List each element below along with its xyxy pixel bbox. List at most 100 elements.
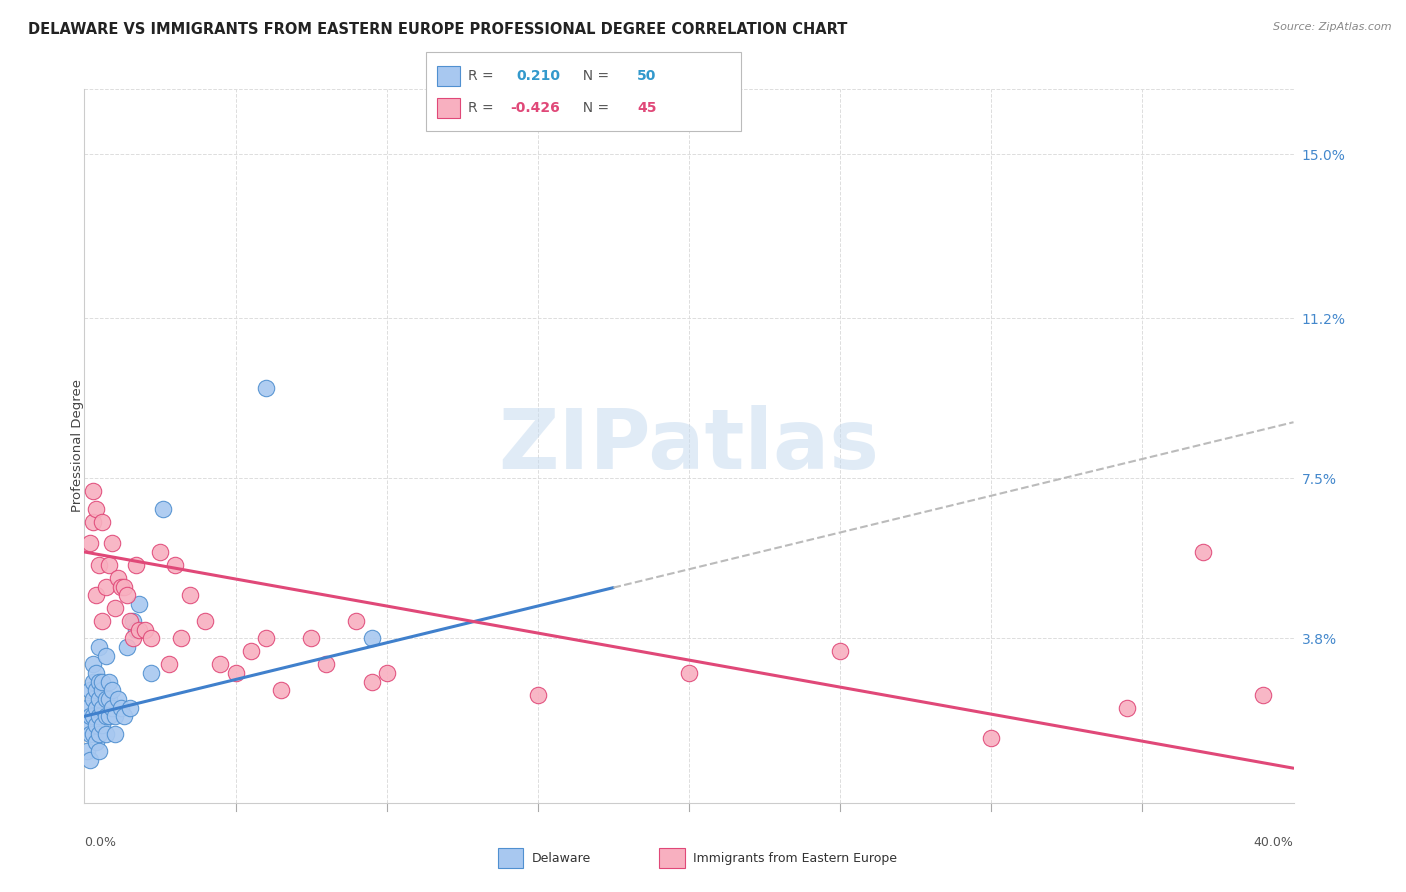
Text: Delaware: Delaware xyxy=(531,852,591,864)
Text: 0.0%: 0.0% xyxy=(84,837,117,849)
Point xyxy=(110,580,132,594)
Text: R =: R = xyxy=(468,70,498,83)
Point xyxy=(97,558,120,572)
Point xyxy=(209,657,232,672)
Point xyxy=(678,666,700,681)
Point xyxy=(165,558,187,572)
Point xyxy=(170,632,193,646)
Point xyxy=(94,648,117,663)
Point xyxy=(94,709,117,723)
Point xyxy=(86,718,108,732)
Text: 0.210: 0.210 xyxy=(516,70,560,83)
Point xyxy=(79,683,101,698)
Point xyxy=(179,588,201,602)
Y-axis label: Professional Degree: Professional Degree xyxy=(70,379,84,513)
Point xyxy=(157,657,180,672)
Point xyxy=(104,601,127,615)
Point xyxy=(91,515,114,529)
Point xyxy=(91,683,114,698)
Text: -0.426: -0.426 xyxy=(510,101,560,115)
Point xyxy=(100,683,122,698)
Point xyxy=(194,614,217,628)
Point xyxy=(360,632,382,646)
Point xyxy=(346,614,368,628)
Point xyxy=(125,558,148,572)
Point xyxy=(82,484,104,499)
Point xyxy=(254,632,277,646)
Point xyxy=(152,501,174,516)
Point xyxy=(360,674,382,689)
Point xyxy=(128,597,150,611)
Text: 45: 45 xyxy=(637,101,657,115)
Text: ZIPatlas: ZIPatlas xyxy=(499,406,879,486)
Point xyxy=(89,558,111,572)
Point xyxy=(82,657,104,672)
Point xyxy=(79,753,101,767)
Point xyxy=(97,692,120,706)
Point xyxy=(104,709,127,723)
Point xyxy=(91,614,114,628)
Point xyxy=(89,709,111,723)
Point xyxy=(79,536,101,550)
Point xyxy=(134,623,156,637)
Text: Source: ZipAtlas.com: Source: ZipAtlas.com xyxy=(1274,22,1392,32)
Point xyxy=(79,709,101,723)
Point xyxy=(100,700,122,714)
Point xyxy=(86,588,108,602)
Point xyxy=(149,545,172,559)
Point xyxy=(139,632,162,646)
Point xyxy=(94,580,117,594)
Point xyxy=(107,571,129,585)
Point xyxy=(86,683,108,698)
Text: DELAWARE VS IMMIGRANTS FROM EASTERN EUROPE PROFESSIONAL DEGREE CORRELATION CHART: DELAWARE VS IMMIGRANTS FROM EASTERN EURO… xyxy=(28,22,848,37)
Point xyxy=(91,718,114,732)
Point xyxy=(82,709,104,723)
Point xyxy=(79,726,101,740)
Point xyxy=(121,614,143,628)
Point xyxy=(94,726,117,740)
Point xyxy=(94,692,117,706)
Point xyxy=(125,623,148,637)
Point xyxy=(112,580,135,594)
Point xyxy=(86,501,108,516)
Point xyxy=(89,744,111,758)
Point xyxy=(1116,700,1139,714)
Point xyxy=(100,536,122,550)
Point xyxy=(76,718,98,732)
Point xyxy=(112,709,135,723)
Point xyxy=(299,632,322,646)
Point xyxy=(91,700,114,714)
Point xyxy=(82,692,104,706)
Point xyxy=(1253,688,1275,702)
Point xyxy=(86,666,108,681)
Point xyxy=(1192,545,1215,559)
Point xyxy=(82,674,104,689)
Point xyxy=(830,644,852,658)
Point xyxy=(375,666,398,681)
Point xyxy=(107,692,129,706)
Point xyxy=(97,709,120,723)
Text: N =: N = xyxy=(574,101,613,115)
Point xyxy=(527,688,550,702)
Point xyxy=(239,644,262,658)
Point xyxy=(104,726,127,740)
Point xyxy=(225,666,247,681)
Point xyxy=(118,700,141,714)
Point xyxy=(121,632,143,646)
Point xyxy=(86,700,108,714)
Point xyxy=(115,640,138,654)
Point xyxy=(270,683,292,698)
Point xyxy=(89,692,111,706)
Point xyxy=(76,700,98,714)
Point xyxy=(128,623,150,637)
Text: 40.0%: 40.0% xyxy=(1254,837,1294,849)
Point xyxy=(139,666,162,681)
Text: 50: 50 xyxy=(637,70,657,83)
Point xyxy=(980,731,1002,745)
Point xyxy=(110,700,132,714)
Text: N =: N = xyxy=(574,70,613,83)
Point xyxy=(89,726,111,740)
Point xyxy=(97,674,120,689)
Point xyxy=(82,726,104,740)
Point xyxy=(254,381,277,395)
